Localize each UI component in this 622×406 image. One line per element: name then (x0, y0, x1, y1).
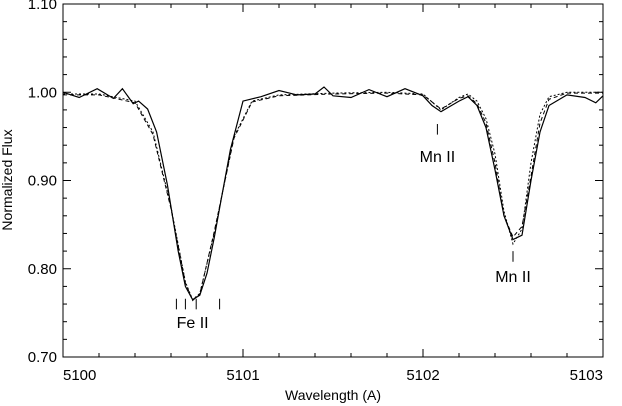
line-id-label: Fe II (177, 315, 209, 332)
y-tick-label: 0.90 (28, 173, 57, 190)
y-axis-title: Normalized Flux (0, 129, 15, 230)
x-tick-label: 5100 (63, 367, 96, 384)
x-axis-title: Wavelength (A) (285, 387, 381, 403)
series-line-dashed (63, 92, 603, 302)
x-tick-label: 5102 (406, 367, 439, 384)
x-tick-label: 5103 (570, 367, 603, 384)
y-tick-label: 1.00 (28, 84, 57, 101)
series-line-solid (62, 86, 604, 301)
series-layer (62, 86, 604, 302)
line-id-label: Mn II (495, 269, 531, 286)
annotation-layer: Fe II Mn II Mn II (175, 124, 531, 332)
y-tick-label: 1.10 (28, 0, 57, 13)
line-id-label: Mn II (420, 149, 456, 166)
y-tick-label: 0.80 (28, 261, 57, 278)
x-tick-label: 5101 (226, 367, 259, 384)
axes-layer: 5100 5101 5102 5103 0.70 0.80 0.90 1.00 1.10 (28, 0, 604, 384)
plot-frame (62, 3, 604, 358)
y-tick-label: 0.70 (28, 349, 57, 366)
